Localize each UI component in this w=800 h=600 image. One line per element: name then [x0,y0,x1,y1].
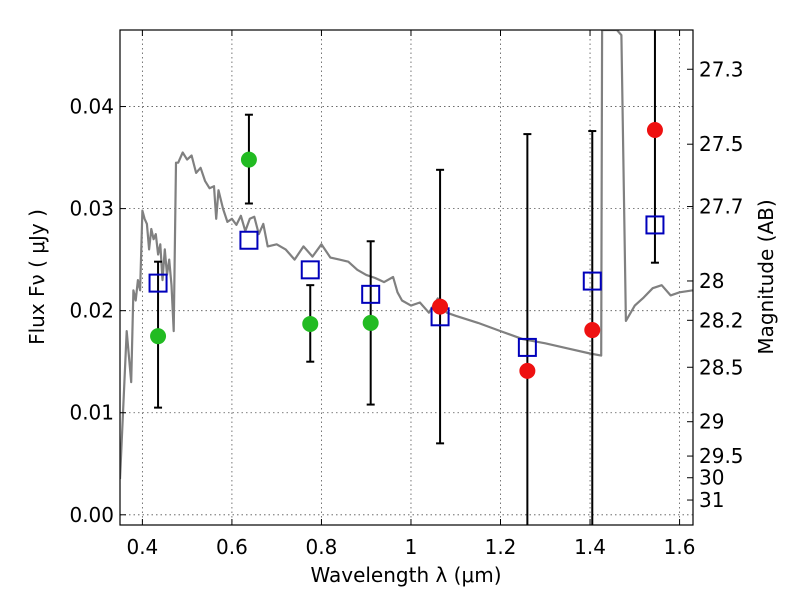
grid [120,30,693,525]
model-flux-square [300,260,320,280]
x-tick-label: 1.6 [664,535,696,559]
sed-model-line [120,30,693,480]
model-flux-square [517,337,537,357]
ticks: 0.4 0.6 0.8 1 1.2 1.4 1.6 0.00 0.01 0.02 0.03 0.04 2… [69,30,744,559]
magnitude-tick-label: 28.2 [699,308,744,332]
model-flux-square [148,273,168,293]
model-flux-square [582,271,602,291]
y-tick-label: 0.00 [69,503,114,527]
x-axis-label: Wavelength λ (μm) [310,563,501,587]
y-tick-label: 0.01 [69,401,114,425]
detection-point [362,314,379,331]
magnitude-tick-label: 27.5 [699,132,744,156]
y-tick-label: 0.04 [69,95,114,119]
magnitude-tick-label: 28.5 [699,355,744,379]
magnitude-tick-label: 29.5 [699,444,744,468]
detection-point [302,315,319,332]
detection-point [240,151,257,168]
detection-point [150,328,167,345]
x-tick-label: 1 [405,535,418,559]
magnitude-tick-label: 31 [699,488,724,512]
model-flux-square [239,230,259,250]
y-tick-label: 0.02 [69,299,114,323]
x-tick-label: 1.2 [485,535,517,559]
magnitude-tick-label: 29 [699,410,724,434]
upper-limit-point [519,362,536,379]
magnitude-tick-label: 28 [699,269,724,293]
y-axis-label: Flux Fν ( μJy ) [25,209,49,345]
y-tick-label: 0.03 [69,197,114,221]
model-flux-square [645,215,665,235]
magnitude-tick-label: 27.3 [699,57,744,81]
upper-limit-point [432,298,449,315]
plot-frame [119,29,694,526]
magnitude-tick-label: 30 [699,466,724,490]
y-axis-right-label: Magnitude (AB) [754,199,778,354]
upper-limit-point [584,322,601,339]
x-tick-label: 0.8 [306,535,338,559]
x-tick-label: 0.6 [216,535,248,559]
plot-area [120,30,693,525]
x-tick-label: 0.4 [126,535,158,559]
magnitude-tick-label: 27.7 [699,195,744,219]
upper-limit-point [646,122,663,139]
model-flux-square [361,284,381,304]
x-tick-label: 1.4 [574,535,606,559]
